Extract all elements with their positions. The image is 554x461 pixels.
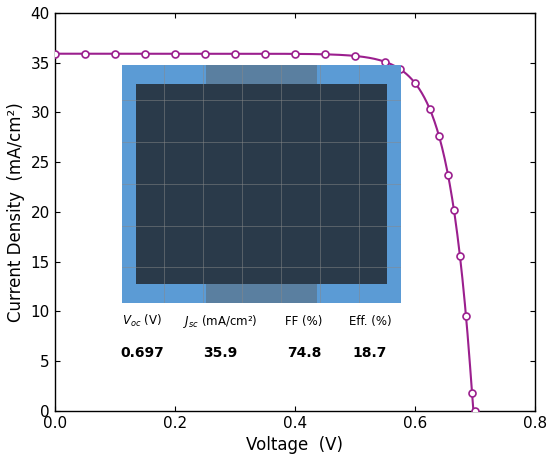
X-axis label: Voltage  (V): Voltage (V)	[247, 436, 343, 454]
Text: $V_{oc}$ (V): $V_{oc}$ (V)	[122, 313, 162, 329]
Text: FF (%): FF (%)	[285, 315, 322, 328]
Text: 35.9: 35.9	[203, 346, 237, 360]
Text: $J_{sc}$ (mA/cm²): $J_{sc}$ (mA/cm²)	[183, 313, 257, 330]
Text: Eff. (%): Eff. (%)	[348, 315, 391, 328]
Text: 18.7: 18.7	[353, 346, 387, 360]
Text: 0.697: 0.697	[120, 346, 163, 360]
Y-axis label: Current Density  (mA/cm²): Current Density (mA/cm²)	[7, 102, 25, 322]
Text: 74.8: 74.8	[286, 346, 321, 360]
